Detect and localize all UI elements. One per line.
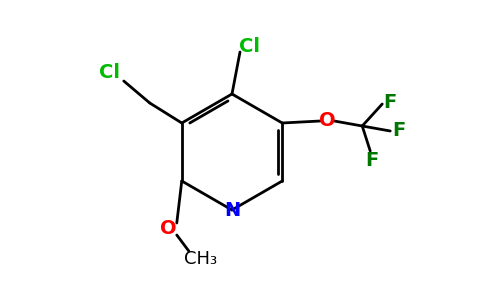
Text: O: O [161, 220, 177, 238]
Text: Cl: Cl [99, 64, 120, 83]
Text: F: F [365, 152, 379, 170]
Text: F: F [393, 122, 406, 140]
Text: O: O [319, 112, 335, 130]
Text: N: N [224, 200, 240, 220]
Text: Cl: Cl [240, 37, 260, 56]
Text: CH₃: CH₃ [184, 250, 217, 268]
Text: F: F [384, 92, 397, 112]
